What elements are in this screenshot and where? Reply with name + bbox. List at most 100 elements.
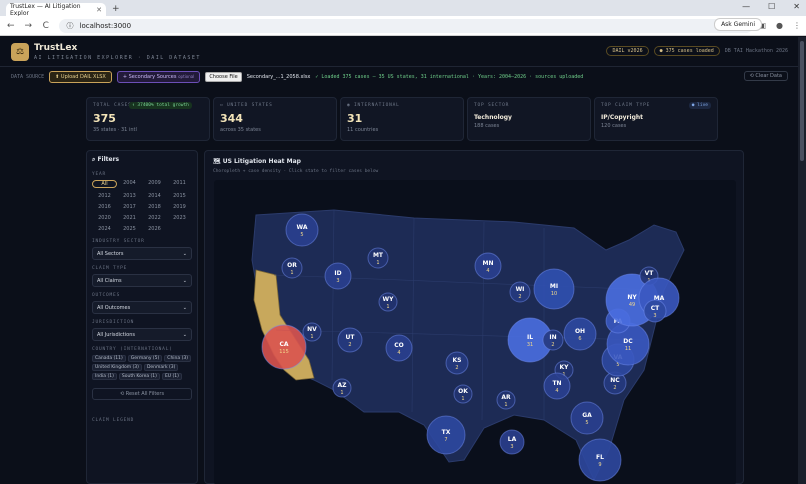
new-tab-button[interactable]: +: [112, 4, 120, 14]
reload-icon[interactable]: C: [42, 20, 49, 31]
close-window-icon[interactable]: ✕: [793, 2, 800, 11]
ask-gemini-button[interactable]: Ask Gemini: [714, 18, 762, 31]
state-bubble-mn[interactable]: [474, 252, 502, 280]
state-bubble-tx[interactable]: [426, 415, 466, 455]
state-bubble-ga[interactable]: [570, 401, 604, 435]
year-option[interactable]: 2025: [123, 226, 136, 232]
state-bubble-ct[interactable]: [643, 299, 667, 323]
secondary-sources-button[interactable]: + Secondary Sources optional: [116, 71, 201, 83]
state-count-label: 5: [616, 362, 619, 368]
state-bubble-ca[interactable]: [261, 324, 307, 370]
state-bubble-wy[interactable]: [378, 292, 398, 312]
state-bubble-mt[interactable]: [367, 247, 389, 269]
year-option[interactable]: 2026: [148, 226, 161, 232]
state-bubble-co[interactable]: [385, 334, 413, 362]
state-bubble-id[interactable]: [324, 262, 352, 290]
country-chip[interactable]: Germany (5): [127, 355, 163, 362]
industry-select[interactable]: All Sectors ⌄: [92, 247, 192, 260]
minimize-icon[interactable]: —: [742, 2, 751, 11]
maximize-icon[interactable]: ☐: [768, 2, 776, 11]
country-chip[interactable]: EU (1): [161, 373, 182, 380]
year-option[interactable]: 2016: [98, 204, 111, 210]
country-chip[interactable]: China (3): [164, 355, 191, 362]
profile-avatar[interactable]: ●: [776, 21, 783, 30]
state-count-label: 10: [551, 291, 557, 297]
state-bubble-fl[interactable]: [578, 438, 622, 482]
state-bubble-or[interactable]: [281, 257, 303, 279]
optional-note: optional: [178, 74, 195, 79]
state-bubble-ut[interactable]: [337, 327, 363, 353]
live-badge: ● live: [688, 102, 711, 109]
state-count-label: 1: [504, 402, 507, 408]
state-bubble-wa[interactable]: [285, 213, 319, 247]
url-input[interactable]: ⓘ localhost:3000 ☆: [58, 18, 754, 33]
year-option[interactable]: 2017: [123, 204, 136, 210]
year-option[interactable]: 2009: [148, 180, 161, 186]
state-code-label: IL: [527, 334, 533, 341]
clear-data-button[interactable]: ⟲ Clear Data: [743, 71, 788, 81]
state-bubble-tn[interactable]: [543, 372, 571, 400]
page-scrollbar[interactable]: [798, 37, 806, 484]
state-bubble-mi[interactable]: [533, 268, 575, 310]
state-bubble-ar[interactable]: [496, 390, 516, 410]
state-bubble-oh[interactable]: [563, 317, 597, 351]
country-chip[interactable]: India (1): [92, 373, 117, 380]
state-bubble-az[interactable]: [332, 378, 352, 398]
year-option[interactable]: 2014: [148, 193, 161, 199]
back-icon[interactable]: ←: [6, 20, 15, 31]
extensions-icon[interactable]: ▣: [758, 21, 767, 30]
browser-tab[interactable]: TrustLex — AI Litigation Explor ✕: [6, 3, 106, 17]
state-bubble-nv[interactable]: [302, 322, 322, 342]
scrollbar-thumb[interactable]: [800, 41, 804, 161]
close-tab-icon[interactable]: ✕: [96, 5, 102, 14]
site-info-icon[interactable]: ⓘ: [66, 21, 74, 30]
claim-type-select[interactable]: All Claims ⌄: [92, 274, 192, 287]
country-chip[interactable]: Denmark (3): [143, 364, 179, 371]
year-option[interactable]: 2018: [148, 204, 161, 210]
country-chip[interactable]: United Kingdom (3): [92, 364, 142, 371]
year-option[interactable]: 2020: [98, 215, 111, 221]
outcome-label: OUTCOMES: [92, 293, 121, 298]
state-bubble-wi[interactable]: [509, 281, 531, 303]
stat-label: ▭ UNITED STATES: [220, 103, 273, 108]
window-controls: — ☐ ✕: [742, 2, 800, 11]
state-bubble-la[interactable]: [499, 429, 525, 455]
state-count-label: 3: [336, 278, 339, 284]
menu-icon[interactable]: ⋮: [793, 21, 801, 30]
browser-address-bar: ← → C ⓘ localhost:3000 ☆ ▣ ● ⋮ Ask Gemin…: [0, 16, 806, 36]
country-chip[interactable]: Canada (11): [92, 355, 126, 362]
year-option[interactable]: 2019: [173, 204, 186, 210]
year-option[interactable]: 2023: [173, 215, 186, 221]
us-map[interactable]: WA 5 OR 1 ID 3 MT 1 WY 1 NV 1 UT 2 CA 115 AZ 1 CO 4 MN 4 WI 2 MI…: [214, 180, 736, 484]
state-code-label: VT: [645, 270, 655, 277]
claim-type-label: CLAIM TYPE: [92, 266, 128, 271]
jurisdiction-select[interactable]: All Jurisdictions ⌄: [92, 328, 192, 341]
year-option[interactable]: 2015: [173, 193, 186, 199]
browser-tabbar: TrustLex — AI Litigation Explor ✕ + — ☐ …: [0, 0, 806, 17]
choose-file-button[interactable]: Choose File: [205, 72, 242, 82]
year-option[interactable]: 2013: [123, 193, 136, 199]
state-code-label: NY: [627, 294, 637, 301]
reset-filters-button[interactable]: ⟲ Reset All Filters: [92, 388, 192, 400]
year-option[interactable]: 2022: [148, 215, 161, 221]
upload-dail-button[interactable]: ⬆ Upload DAIL XLSX: [49, 71, 112, 83]
filters-title: ⌕ Filters: [92, 156, 120, 163]
year-option[interactable]: 2004: [123, 180, 136, 186]
stat-card-sector: TOP SECTOR Technology 188 cases: [467, 97, 591, 141]
year-option[interactable]: 2011: [173, 180, 186, 186]
state-bubble-ok[interactable]: [453, 384, 473, 404]
year-option[interactable]: 2021: [123, 215, 136, 221]
year-option[interactable]: 2012: [98, 193, 111, 199]
state-code-label: OK: [458, 388, 468, 395]
forward-icon[interactable]: →: [24, 20, 33, 31]
stat-card-total: TOTAL CASES ↑ 37400% total growth 375 35…: [86, 97, 210, 141]
state-code-label: IN: [549, 334, 556, 341]
state-bubble-in[interactable]: [542, 329, 564, 351]
state-count-label: 2: [518, 294, 521, 300]
country-chip[interactable]: South Korea (1): [118, 373, 160, 380]
state-bubble-ks[interactable]: [445, 351, 469, 375]
outcome-select[interactable]: All Outcomes ⌄: [92, 301, 192, 314]
year-option[interactable]: 2024: [98, 226, 111, 232]
stats-row: TOTAL CASES ↑ 37400% total growth 375 35…: [86, 97, 718, 141]
year-option[interactable]: All: [92, 180, 117, 188]
